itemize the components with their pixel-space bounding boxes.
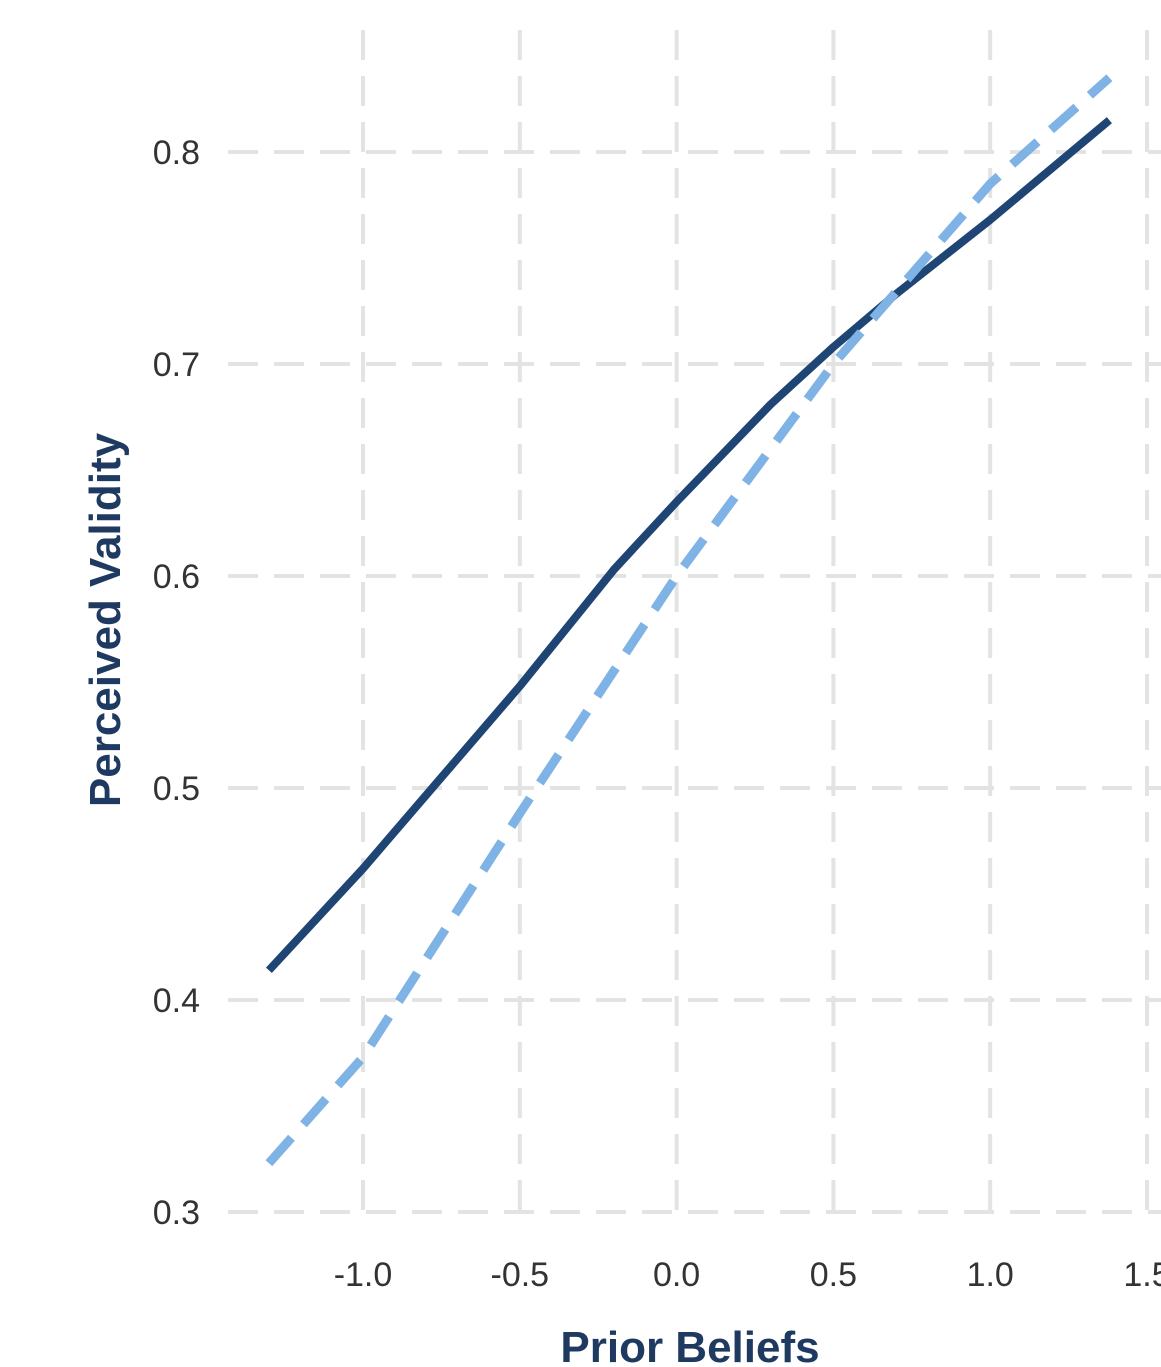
y-tick-label: 0.8 — [153, 134, 200, 172]
x-axis-tick-labels: -1.0 -0.5 0.0 0.5 1.0 1.5 — [334, 1256, 1161, 1294]
series-group — [265, 74, 1113, 1167]
y-axis-title: Perceived Validity — [81, 432, 130, 807]
x-tick-label: 1.5 — [1123, 1256, 1161, 1294]
x-tick-label: 0.0 — [653, 1256, 700, 1294]
x-tick-label: 0.5 — [810, 1256, 857, 1294]
x-tick-label: -0.5 — [491, 1256, 550, 1294]
x-tick-label: -1.0 — [334, 1256, 393, 1294]
x-axis-title: Prior Beliefs — [560, 1323, 819, 1367]
y-tick-label: 0.3 — [153, 1194, 200, 1232]
dashed-series-line — [265, 74, 1113, 1167]
y-tick-label: 0.6 — [153, 558, 200, 596]
solid-series-line — [265, 117, 1112, 974]
grid — [228, 30, 1161, 1214]
y-tick-label: 0.4 — [153, 982, 200, 1020]
y-tick-label: 0.5 — [153, 770, 200, 808]
y-tick-label: 0.7 — [153, 346, 200, 384]
y-axis-tick-labels: 0.3 0.4 0.5 0.6 0.7 0.8 — [153, 134, 200, 1232]
x-tick-label: 1.0 — [967, 1256, 1014, 1294]
